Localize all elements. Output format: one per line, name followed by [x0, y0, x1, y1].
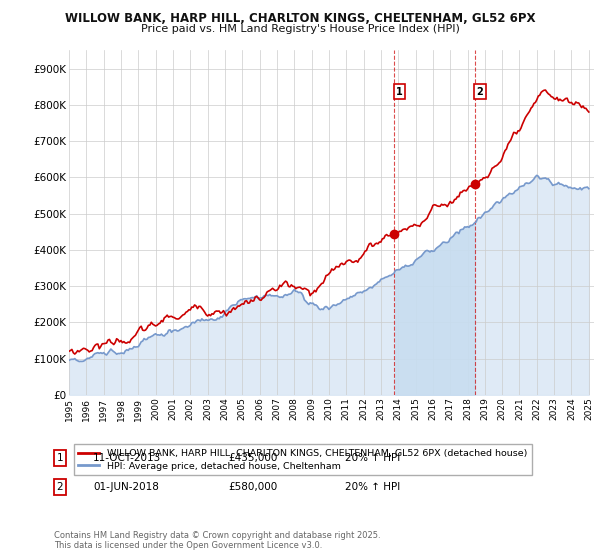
Text: 1: 1: [396, 87, 403, 97]
Text: 1: 1: [56, 453, 64, 463]
Text: 20% ↑ HPI: 20% ↑ HPI: [345, 482, 400, 492]
Text: 2: 2: [56, 482, 64, 492]
Text: WILLOW BANK, HARP HILL, CHARLTON KINGS, CHELTENHAM, GL52 6PX: WILLOW BANK, HARP HILL, CHARLTON KINGS, …: [65, 12, 535, 25]
Text: 2: 2: [476, 87, 484, 97]
Text: Price paid vs. HM Land Registry's House Price Index (HPI): Price paid vs. HM Land Registry's House …: [140, 24, 460, 34]
Text: 11-OCT-2013: 11-OCT-2013: [93, 453, 161, 463]
Text: 01-JUN-2018: 01-JUN-2018: [93, 482, 159, 492]
Legend: WILLOW BANK, HARP HILL, CHARLTON KINGS, CHELTENHAM, GL52 6PX (detached house), H: WILLOW BANK, HARP HILL, CHARLTON KINGS, …: [74, 444, 532, 475]
Text: Contains HM Land Registry data © Crown copyright and database right 2025.
This d: Contains HM Land Registry data © Crown c…: [54, 531, 380, 550]
Text: £580,000: £580,000: [228, 482, 277, 492]
Text: 20% ↑ HPI: 20% ↑ HPI: [345, 453, 400, 463]
Text: £435,000: £435,000: [228, 453, 277, 463]
